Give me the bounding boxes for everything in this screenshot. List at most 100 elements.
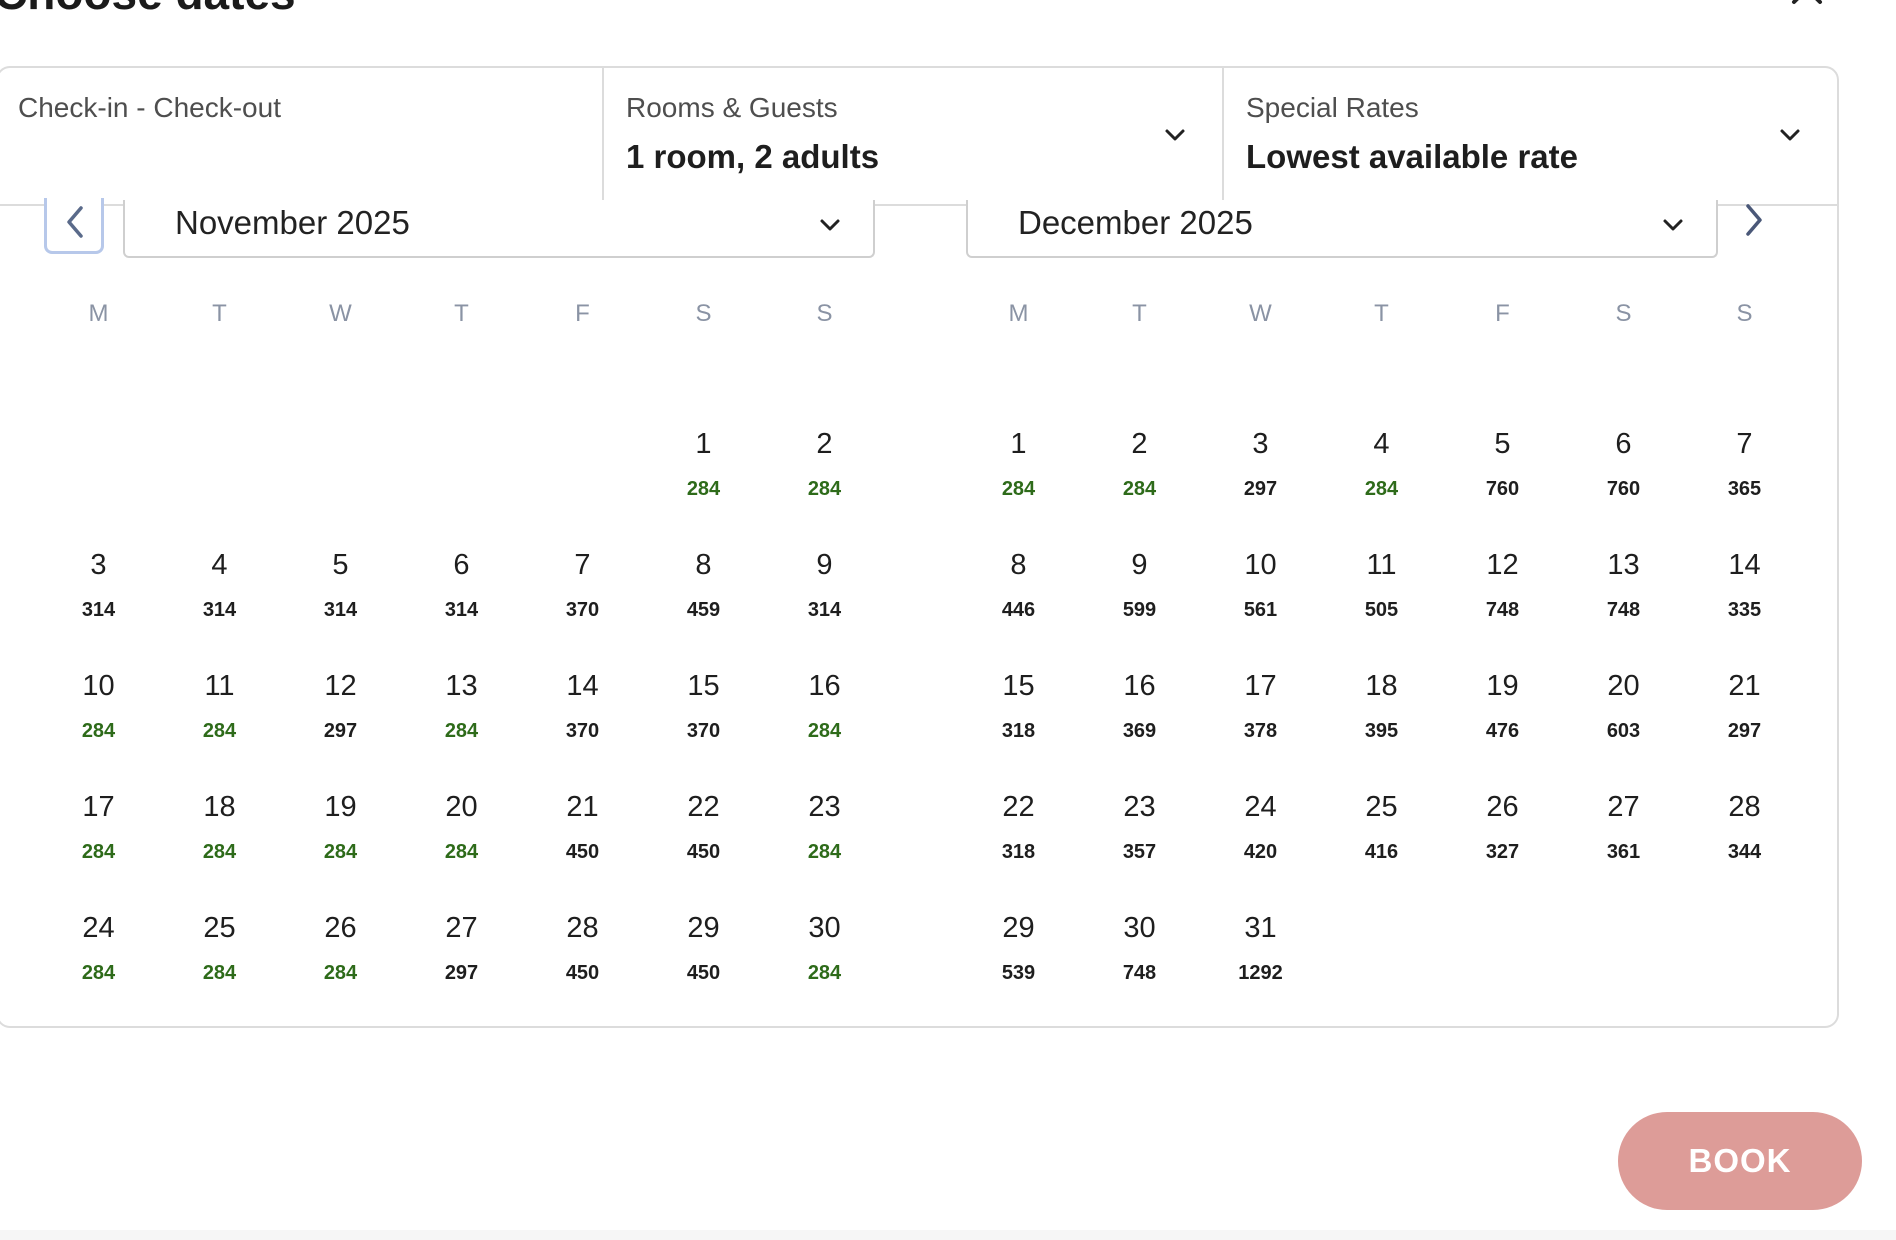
- calendar-day[interactable]: 22 450: [643, 663, 764, 863]
- calendar-day[interactable]: 12 748: [1442, 421, 1563, 621]
- calendar-day[interactable]: 26 327: [1442, 663, 1563, 863]
- calendar-day[interactable]: 28 344: [1684, 663, 1805, 863]
- day-price-lowest: 284: [81, 841, 116, 863]
- calendar-day[interactable]: 15 370: [643, 542, 764, 742]
- calendar-day[interactable]: 30 284: [764, 784, 885, 984]
- calendar-day[interactable]: 10 284: [38, 542, 159, 742]
- calendar-day[interactable]: 13 748: [1563, 421, 1684, 621]
- calendar-day[interactable]: 3 314: [38, 421, 159, 621]
- calendar-day[interactable]: 12 297: [280, 542, 401, 742]
- chevron-right-icon: [1746, 204, 1762, 236]
- month-select-december[interactable]: December 2025: [966, 200, 1718, 258]
- day-number: 18: [1365, 670, 1398, 702]
- calendar-day[interactable]: 26 284: [280, 784, 401, 984]
- calendar-day[interactable]: 14 335: [1684, 421, 1805, 621]
- calendar-day[interactable]: 19 476: [1442, 542, 1563, 742]
- calendar-day[interactable]: 25 284: [159, 784, 280, 984]
- day-price-lowest: 284: [202, 841, 237, 863]
- weekday-header: M: [1008, 300, 1029, 327]
- calendar-day[interactable]: 4 314: [159, 421, 280, 621]
- calendar-day[interactable]: 21 450: [522, 663, 643, 863]
- calendar-day[interactable]: 6 760: [1563, 300, 1684, 500]
- day-number: 2: [816, 428, 833, 460]
- day-number: 20: [1607, 670, 1640, 702]
- calendar-day[interactable]: 17 378: [1200, 542, 1321, 742]
- calendar-day[interactable]: 9 599: [1079, 421, 1200, 621]
- calendar-day[interactable]: 22 318: [958, 663, 1079, 863]
- calendar-day[interactable]: 31 1292: [1200, 784, 1321, 984]
- day-price: 450: [686, 962, 721, 984]
- day-price: 297: [444, 962, 479, 984]
- calendar-day[interactable]: 23 357: [1079, 663, 1200, 863]
- day-price-lowest: 284: [202, 720, 237, 742]
- calendar-day[interactable]: 30 748: [1079, 784, 1200, 984]
- calendar-day[interactable]: 2 284: [1079, 300, 1200, 500]
- day-number: 8: [695, 549, 712, 581]
- previous-month-button[interactable]: [44, 198, 104, 254]
- calendar-day[interactable]: 16 284: [764, 542, 885, 742]
- day-number: 5: [332, 549, 349, 581]
- calendar-day[interactable]: 28 450: [522, 784, 643, 984]
- close-icon[interactable]: [1790, 0, 1834, 12]
- calendar-day[interactable]: 16 369: [1079, 542, 1200, 742]
- day-number: 7: [574, 549, 591, 581]
- calendar-day[interactable]: 24 284: [38, 784, 159, 984]
- calendar-day[interactable]: 20 284: [401, 663, 522, 863]
- day-price: 365: [1727, 478, 1762, 500]
- next-month-button[interactable]: [1736, 198, 1772, 244]
- special-rates-select[interactable]: Special Rates Lowest available rate: [1222, 66, 1837, 204]
- day-price: 370: [565, 720, 600, 742]
- calendar-day[interactable]: 1 284: [643, 300, 764, 500]
- calendar-day[interactable]: 18 284: [159, 663, 280, 863]
- day-number: 1: [1010, 428, 1027, 460]
- calendar-day[interactable]: 8 446: [958, 421, 1079, 621]
- rooms-guests-select[interactable]: Rooms & Guests 1 room, 2 adults: [602, 66, 1222, 204]
- day-price: 561: [1243, 599, 1278, 621]
- calendar-day[interactable]: 2 284: [764, 300, 885, 500]
- day-number: 12: [1486, 549, 1519, 581]
- calendar-day[interactable]: 5 314: [280, 421, 401, 621]
- calendar-day[interactable]: 17 284: [38, 663, 159, 863]
- calendar-day[interactable]: 1 284: [958, 300, 1079, 500]
- calendar-day[interactable]: 4 284: [1321, 300, 1442, 500]
- calendar-day[interactable]: 29 539: [958, 784, 1079, 984]
- day-price: 446: [1001, 599, 1036, 621]
- calendar-day[interactable]: 27 297: [401, 784, 522, 984]
- day-price: 370: [686, 720, 721, 742]
- calendar-day[interactable]: 8 459: [643, 421, 764, 621]
- day-price-lowest: 284: [444, 841, 479, 863]
- calendar-day[interactable]: 11 505: [1321, 421, 1442, 621]
- day-number: 24: [82, 912, 115, 944]
- calendar-day[interactable]: 23 284: [764, 663, 885, 863]
- calendar-day[interactable]: 7 370: [522, 421, 643, 621]
- calendar-day[interactable]: 3 297: [1200, 300, 1321, 500]
- calendar-day[interactable]: 11 284: [159, 542, 280, 742]
- calendar-day[interactable]: 27 361: [1563, 663, 1684, 863]
- calendar-day[interactable]: 10 561: [1200, 421, 1321, 621]
- calendar-day[interactable]: 19 284: [280, 663, 401, 863]
- day-number: 15: [1002, 670, 1035, 702]
- day-price-lowest: 284: [323, 962, 358, 984]
- day-number: 25: [203, 912, 236, 944]
- calendar-day[interactable]: 29 450: [643, 784, 764, 984]
- day-price: 327: [1485, 841, 1520, 863]
- calendar-day[interactable]: 7 365: [1684, 300, 1805, 500]
- calendar-day[interactable]: 13 284: [401, 542, 522, 742]
- day-price: 760: [1485, 478, 1520, 500]
- day-number: 10: [82, 670, 115, 702]
- day-price: 748: [1122, 962, 1157, 984]
- calendar-day[interactable]: 18 395: [1321, 542, 1442, 742]
- calendar-day[interactable]: 6 314: [401, 421, 522, 621]
- calendar-day[interactable]: 25 416: [1321, 663, 1442, 863]
- calendar-day[interactable]: 9 314: [764, 421, 885, 621]
- calendar-day[interactable]: 15 318: [958, 542, 1079, 742]
- check-in-check-out-field[interactable]: Check-in - Check-out: [0, 66, 602, 204]
- calendar-day[interactable]: 20 603: [1563, 542, 1684, 742]
- book-button[interactable]: BOOK: [1618, 1112, 1862, 1210]
- day-number: 29: [1002, 912, 1035, 944]
- month-select-november[interactable]: November 2025: [123, 200, 875, 258]
- calendar-day[interactable]: 21 297: [1684, 542, 1805, 742]
- calendar-day[interactable]: 24 420: [1200, 663, 1321, 863]
- calendar-day[interactable]: 14 370: [522, 542, 643, 742]
- calendar-day[interactable]: 5 760: [1442, 300, 1563, 500]
